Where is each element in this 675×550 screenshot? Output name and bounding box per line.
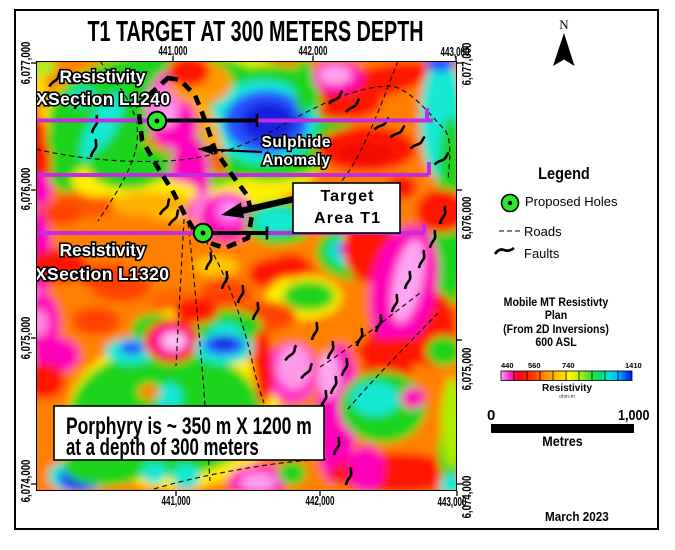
svg-text:at a depth of 300 meters: at a depth of 300 meters bbox=[66, 434, 259, 461]
svg-text:440: 440 bbox=[501, 361, 514, 370]
svg-text:ohm-m: ohm-m bbox=[559, 394, 575, 400]
svg-text:N: N bbox=[559, 17, 569, 32]
svg-text:Porphyry is ~ 350 m X 1200 m: Porphyry is ~ 350 m X 1200 m bbox=[66, 413, 312, 439]
svg-text:Area T1: Area T1 bbox=[314, 210, 380, 227]
svg-text:XSection L1240: XSection L1240 bbox=[36, 89, 170, 109]
svg-text:Resistivity: Resistivity bbox=[60, 240, 146, 260]
svg-text:XSection L1320: XSection L1320 bbox=[36, 264, 169, 284]
svg-text:560: 560 bbox=[528, 361, 541, 370]
svg-text:740: 740 bbox=[562, 361, 575, 370]
svg-text:1410: 1410 bbox=[625, 361, 642, 370]
svg-text:Sulphide: Sulphide bbox=[262, 134, 331, 151]
svg-text:Resistivity: Resistivity bbox=[60, 67, 146, 87]
svg-text:Resistivity: Resistivity bbox=[542, 383, 592, 394]
svg-text:Target: Target bbox=[321, 188, 375, 205]
svg-text:Anomaly: Anomaly bbox=[262, 152, 330, 169]
